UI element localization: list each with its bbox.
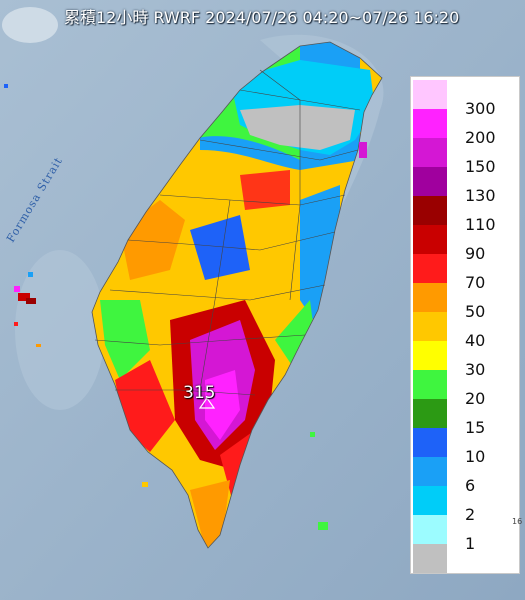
legend-label: 50 bbox=[465, 302, 486, 321]
legend-label: 150 bbox=[465, 157, 496, 176]
legend-label: 130 bbox=[465, 186, 496, 205]
legend-swatch bbox=[413, 544, 447, 573]
legend-swatch bbox=[413, 399, 447, 428]
legend-label: 1 bbox=[465, 534, 476, 553]
legend-swatch bbox=[413, 138, 447, 167]
legend-label: 6 bbox=[465, 476, 476, 495]
legend-swatch bbox=[413, 225, 447, 254]
legend-label: 110 bbox=[465, 215, 496, 234]
peak-marker-icon bbox=[198, 396, 216, 409]
offshore-echoes bbox=[4, 84, 367, 530]
legend-swatch bbox=[413, 196, 447, 225]
legend-label: 90 bbox=[465, 244, 486, 263]
legend-label: 70 bbox=[465, 273, 486, 292]
legend-label: 40 bbox=[465, 331, 486, 350]
legend-swatch bbox=[413, 167, 447, 196]
map-title: 累積12小時 RWRF 2024/07/26 04:20~07/26 16:20 bbox=[64, 8, 460, 27]
corner-text: 16 bbox=[512, 517, 523, 526]
legend-label: 300 bbox=[465, 99, 496, 118]
legend-label: 30 bbox=[465, 360, 486, 379]
legend-swatch bbox=[413, 283, 447, 312]
legend-swatch bbox=[413, 370, 447, 399]
legend-swatch bbox=[413, 486, 447, 515]
legend-swatch bbox=[413, 312, 447, 341]
legend-swatch bbox=[413, 80, 447, 109]
legend-label: 15 bbox=[465, 418, 486, 437]
legend-swatch bbox=[413, 254, 447, 283]
coastline bbox=[91, 41, 383, 549]
legend-swatch bbox=[413, 341, 447, 370]
legend-label: 10 bbox=[465, 447, 486, 466]
county-borders bbox=[94, 69, 361, 396]
legend-swatch bbox=[413, 109, 447, 138]
legend-label: 200 bbox=[465, 128, 496, 147]
legend-swatch bbox=[413, 428, 447, 457]
legend-label: 2 bbox=[465, 505, 476, 524]
legend-swatch bbox=[413, 515, 447, 544]
legend-label: 20 bbox=[465, 389, 486, 408]
peak-value: 315 bbox=[183, 383, 216, 403]
legend-swatch bbox=[413, 457, 447, 486]
